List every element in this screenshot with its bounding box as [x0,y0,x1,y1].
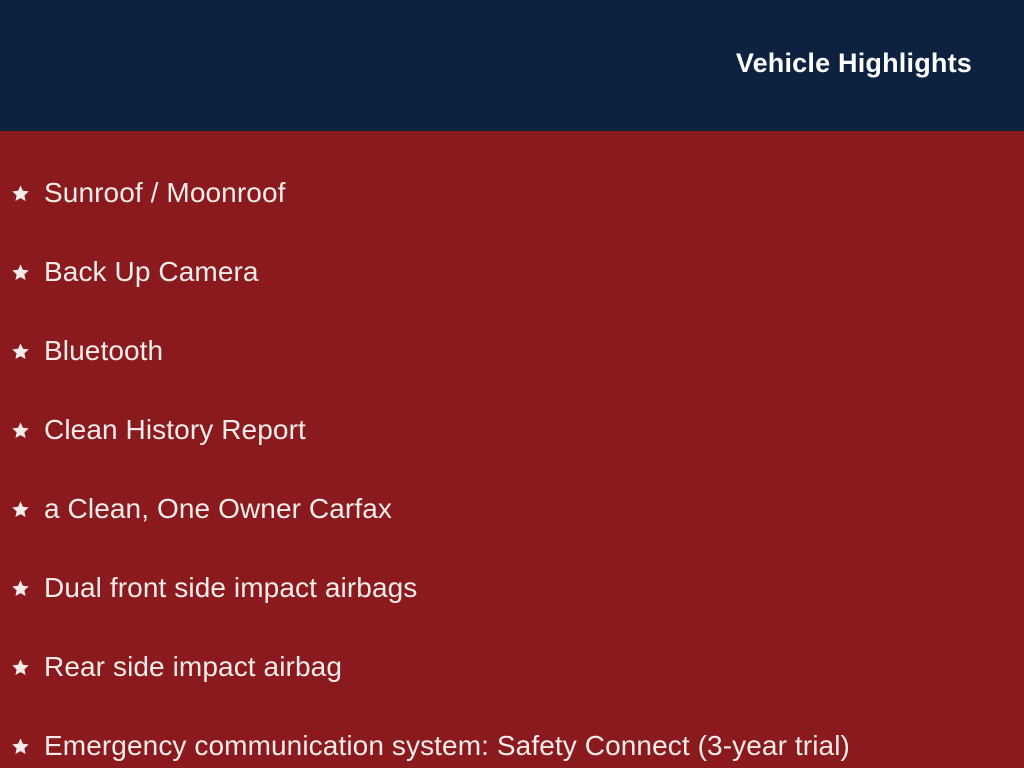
list-item-label: Emergency communication system: Safety C… [44,729,850,761]
list-item-label: Clean History Report [44,413,306,445]
star-icon [11,342,30,361]
list-item-label: Rear side impact airbag [44,650,342,682]
list-item: Bluetooth [0,311,1024,390]
star-icon [11,263,30,282]
star-icon [11,500,30,519]
star-icon [11,184,30,203]
highlights-list: Sunroof / Moonroof Back Up Camera Blueto… [0,153,1024,768]
list-item-label: Bluetooth [44,334,164,366]
list-item: Rear side impact airbag [0,627,1024,706]
list-item: Back Up Camera [0,232,1024,311]
list-item-label: a Clean, One Owner Carfax [44,492,392,524]
list-item: Sunroof / Moonroof [0,153,1024,232]
highlights-panel: Sunroof / Moonroof Back Up Camera Blueto… [0,131,1024,768]
star-icon [11,579,30,598]
page-title: Vehicle Highlights [735,48,972,78]
list-item-label: Sunroof / Moonroof [44,176,286,208]
list-item: Emergency communication system: Safety C… [0,706,1024,768]
list-item-label: Back Up Camera [44,255,259,287]
list-item: a Clean, One Owner Carfax [0,469,1024,548]
star-icon [11,658,30,677]
star-icon [11,421,30,440]
list-item: Dual front side impact airbags [0,548,1024,627]
list-item: Clean History Report [0,390,1024,469]
slide-header: Vehicle Highlights [0,0,1024,131]
list-item-label: Dual front side impact airbags [44,571,418,603]
star-icon [11,737,30,756]
